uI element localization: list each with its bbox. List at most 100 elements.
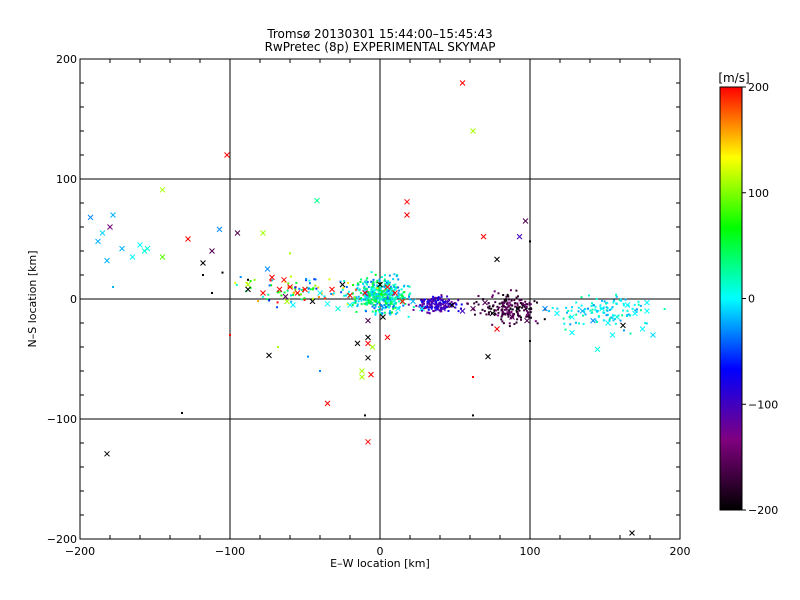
data-dot: [380, 303, 383, 306]
data-dot: [509, 303, 512, 306]
data-dot: [382, 293, 385, 296]
data-dot: [362, 289, 365, 292]
data-dot: [491, 323, 494, 326]
data-dot: [377, 305, 380, 308]
data-dot: [506, 301, 509, 304]
data-dot: [374, 309, 377, 312]
data-dot: [427, 300, 430, 303]
colorbar-tick-label: 100: [748, 187, 769, 200]
data-dot: [386, 302, 389, 305]
data-dot: [435, 307, 438, 310]
data-dot: [376, 287, 379, 290]
data-cross: [449, 302, 455, 308]
data-dot: [528, 307, 531, 310]
data-dot: [497, 314, 500, 317]
data-dot: [379, 295, 382, 298]
data-dot: [397, 294, 400, 297]
data-cross: [260, 290, 266, 296]
data-dot: [445, 306, 448, 309]
data-dot: [355, 296, 358, 299]
data-dot: [354, 300, 357, 303]
data-dot: [511, 304, 514, 307]
data-dot: [516, 304, 519, 307]
data-dot: [368, 298, 371, 301]
data-dot: [323, 295, 326, 298]
data-dot: [424, 305, 427, 308]
data-dot: [261, 295, 264, 298]
data-dot: [389, 301, 392, 304]
data-cross: [509, 314, 515, 320]
data-cross: [542, 305, 548, 312]
data-dot: [311, 288, 314, 291]
data-dot: [488, 305, 491, 308]
data-dot: [586, 307, 589, 310]
data-dot: [423, 298, 426, 301]
data-dot: [606, 309, 609, 312]
data-dot: [389, 313, 392, 316]
data-dot: [622, 304, 625, 307]
data-dot: [517, 314, 520, 317]
data-dot: [364, 310, 367, 313]
data-dot: [568, 315, 571, 318]
data-dot: [440, 306, 443, 309]
data-dot: [378, 310, 381, 313]
data-dot: [473, 313, 476, 316]
y-tick-label: 0: [70, 293, 77, 306]
data-dot: [502, 311, 505, 314]
data-dot: [570, 309, 573, 312]
data-dot: [394, 306, 397, 309]
data-cross: [579, 308, 586, 314]
data-cross: [380, 314, 386, 320]
data-dot: [346, 303, 349, 306]
data-cross: [234, 230, 241, 236]
data-dot: [615, 303, 618, 306]
data-dot: [584, 313, 587, 316]
data-dot: [434, 296, 437, 299]
data-cross: [440, 305, 446, 312]
data-dot: [562, 317, 565, 320]
data-dot: [372, 280, 375, 283]
data-dot: [633, 303, 636, 306]
data-dot: [422, 302, 425, 305]
data-cross: [119, 245, 125, 252]
data-dot: [603, 300, 606, 303]
data-dot: [431, 305, 434, 308]
data-dot: [626, 309, 629, 312]
data-dot: [530, 308, 533, 311]
data-cross: [282, 293, 289, 300]
data-dot: [487, 311, 490, 314]
data-dot: [357, 283, 360, 286]
data-dot: [366, 288, 369, 291]
data-dot: [377, 295, 380, 298]
data-cross: [594, 346, 601, 353]
data-cross: [224, 152, 230, 158]
data-dot: [479, 312, 482, 315]
data-dot: [373, 288, 376, 291]
data-dot: [564, 328, 567, 331]
data-dot: [599, 307, 602, 310]
colorbar-tick-label: −100: [748, 398, 778, 411]
data-dot: [512, 313, 515, 316]
data-dot: [289, 252, 291, 255]
data-dot: [528, 315, 531, 318]
data-dot: [375, 281, 378, 284]
data-dot: [365, 298, 368, 301]
data-dot: [379, 291, 382, 294]
data-dot: [375, 295, 378, 298]
data-dot: [290, 286, 293, 289]
data-dot: [614, 322, 617, 325]
data-cross: [287, 284, 293, 290]
data-dot: [486, 306, 489, 309]
data-cross: [104, 450, 110, 457]
data-dot: [507, 312, 510, 315]
data-dot: [627, 313, 630, 316]
data-dot: [529, 303, 532, 306]
data-cross: [314, 197, 320, 204]
data-dot: [440, 294, 443, 297]
data-cross: [324, 400, 331, 407]
data-dot: [580, 296, 583, 299]
data-cross: [317, 290, 323, 296]
data-dot: [374, 273, 377, 276]
data-dot: [360, 297, 363, 300]
